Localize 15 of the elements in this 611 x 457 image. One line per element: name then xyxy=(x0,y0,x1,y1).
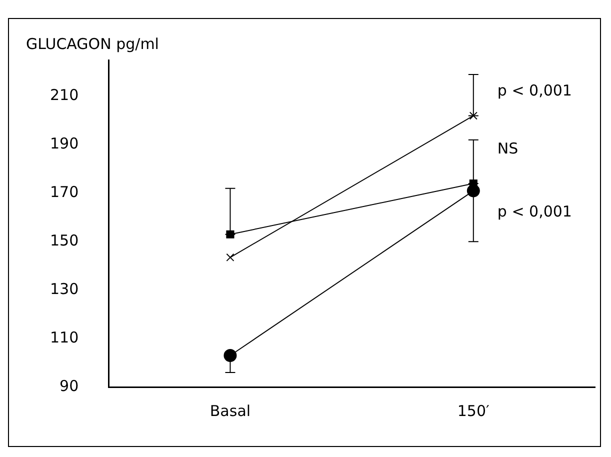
annotation: p < 0,001 xyxy=(497,81,572,100)
y-tick-label: 90 xyxy=(60,376,79,395)
annotation: p < 0,001 xyxy=(497,202,572,220)
y-tick-label: 170 xyxy=(50,183,79,202)
y-axis-title: GLUCAGON pg/ml xyxy=(26,34,159,53)
y-tick-label: 210 xyxy=(50,86,79,104)
point xyxy=(226,253,234,262)
y-tick-label: 150 xyxy=(50,232,79,250)
annotation: NS xyxy=(497,140,518,158)
x-tick-label: 150′ xyxy=(457,402,490,420)
y-tick-label: 190 xyxy=(50,134,79,153)
y-tick-label: 110 xyxy=(50,328,79,346)
x-tick-label: Basal xyxy=(210,402,251,420)
y-tick-label: 130 xyxy=(50,280,79,298)
point xyxy=(469,112,478,120)
